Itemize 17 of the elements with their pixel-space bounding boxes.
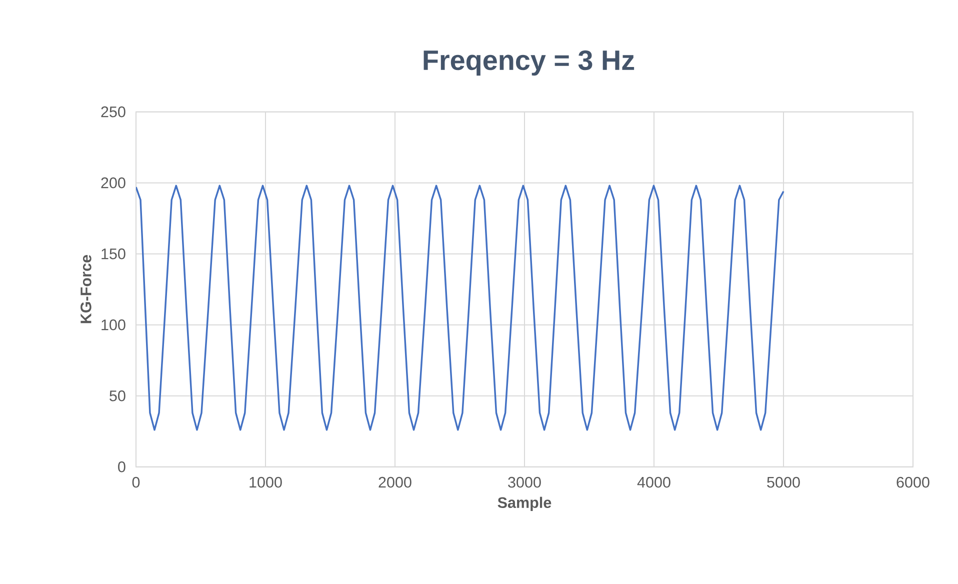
y-tick-label: 0 [118,461,126,472]
y-axis-title: KG-Force [80,255,92,324]
chart-title: Freqency = 3 Hz [424,50,634,76]
y-tick-label: 50 [110,390,126,402]
y-tick-label: 250 [101,106,126,118]
line-series [136,184,784,431]
x-tick-label: 6000 [896,476,930,488]
y-tick-label: 100 [102,319,126,330]
x-tick-label: 4000 [637,476,670,488]
y-tick-label: 200 [101,177,126,188]
x-axis-title: Sample [498,496,552,512]
x-tick-label: 1000 [250,476,282,488]
x-tick-label: 2000 [378,476,412,488]
y-tick-label: 150 [102,248,126,260]
x-tick-label: 3000 [508,476,541,488]
x-tick-label: 5000 [767,476,800,488]
x-tick-label: 0 [132,476,140,488]
